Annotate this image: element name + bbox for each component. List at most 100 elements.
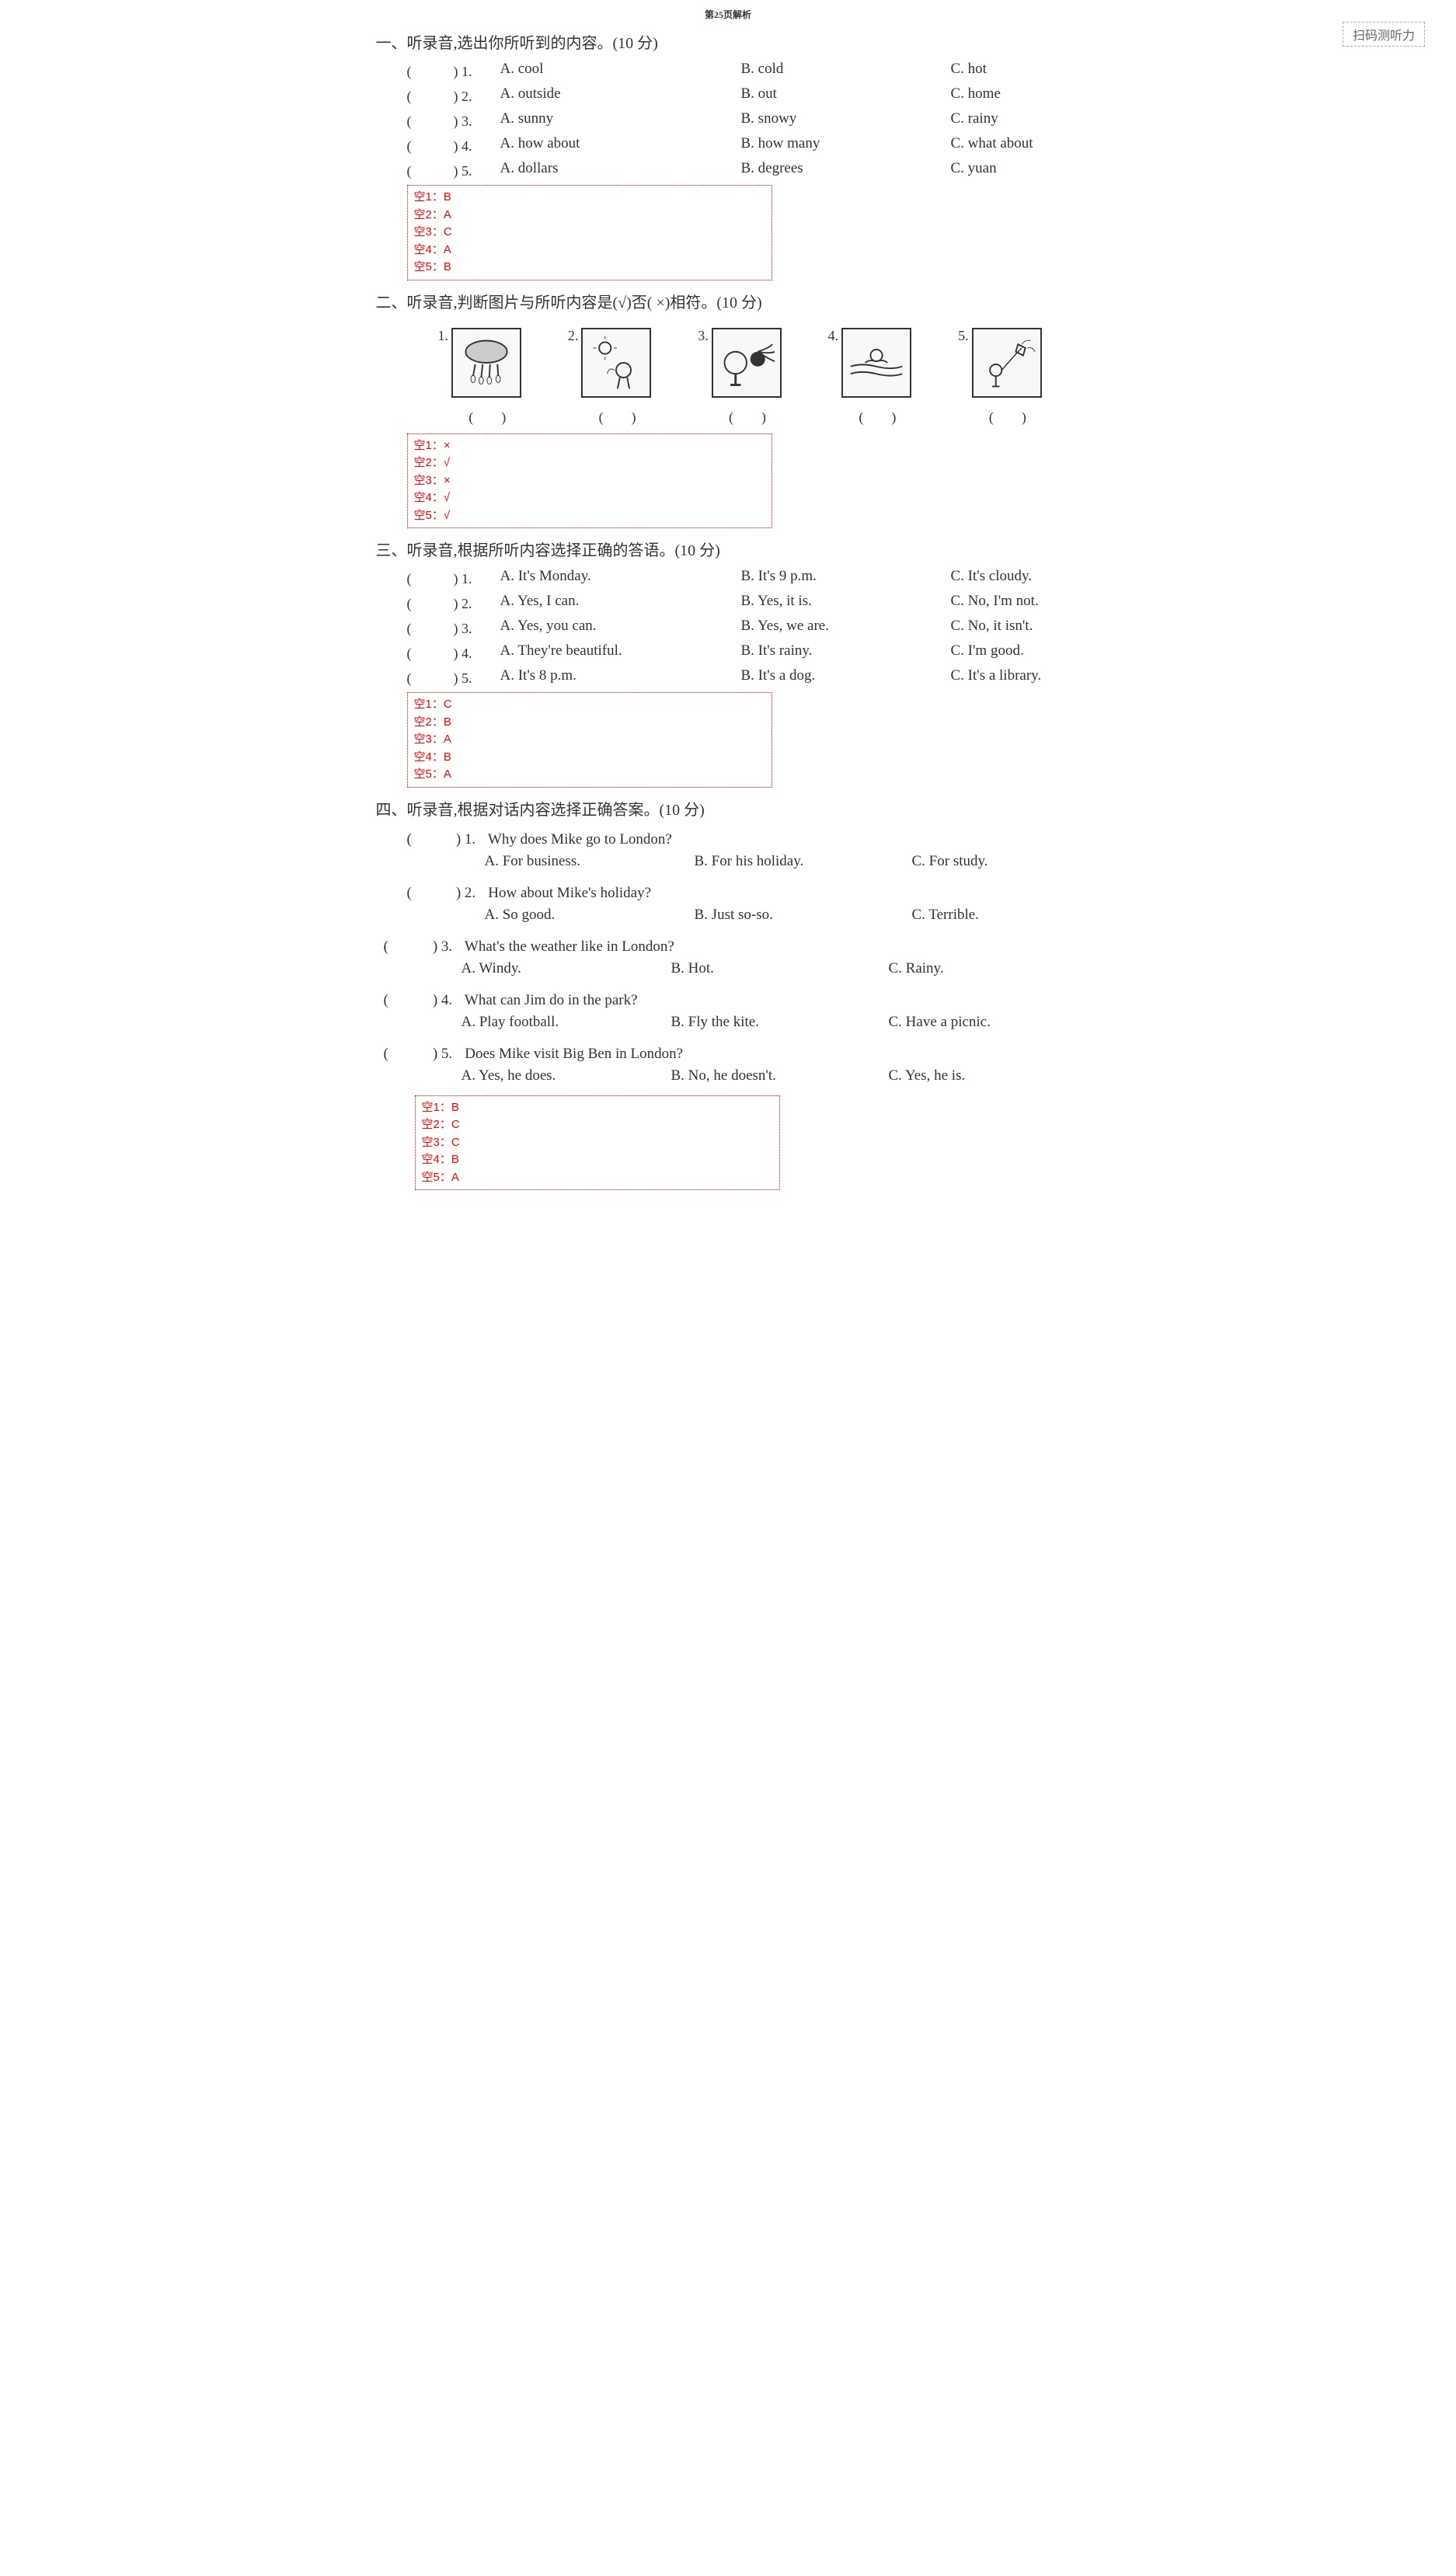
- answer-blank[interactable]: ( ) 5.: [407, 667, 500, 688]
- option-b: B. Yes, we are.: [741, 618, 951, 638]
- option-c: C. No, I'm not.: [951, 593, 1081, 613]
- question-text: ( ) 5. Does Mike visit Big Ben in London…: [384, 1042, 1081, 1063]
- image-placeholder-icon: [712, 328, 782, 398]
- answer-line: 空1：C: [414, 696, 765, 714]
- image-item: 1.: [415, 328, 545, 398]
- question-text: ( ) 1. Why does Mike go to London?: [407, 827, 1081, 848]
- answer-blank[interactable]: ( ) 3.: [407, 618, 500, 638]
- option-b: B. It's 9 p.m.: [741, 568, 951, 588]
- question-row: ( ) 4. A. They're beautiful. B. It's rai…: [376, 642, 1081, 663]
- question-block: ( ) 4. What can Jim do in the park? A. P…: [380, 988, 1081, 1031]
- answer-blank[interactable]: ( ) 1.: [407, 61, 500, 81]
- option-a: A. sunny: [500, 110, 741, 131]
- section1-questions: ( ) 1. A. cool B. cold C. hot ( ) 2. A. …: [376, 61, 1081, 180]
- answer-blank[interactable]: ( ) 4.: [384, 988, 462, 1009]
- answer-blank[interactable]: ( ) 2.: [407, 881, 485, 902]
- option-b: B. Hot.: [671, 960, 889, 977]
- answer-line: 空2：√: [414, 454, 765, 472]
- answer-blank[interactable]: ( ) 4.: [407, 135, 500, 155]
- answer-line: 空3：C: [414, 224, 765, 242]
- option-c: C. For study.: [912, 853, 1081, 870]
- answer-line: 空3：C: [422, 1134, 773, 1152]
- answer-blank[interactable]: ( ) 4.: [407, 642, 500, 663]
- answer-line: 空5：B: [414, 259, 765, 277]
- option-b: B. degrees: [741, 160, 951, 180]
- option-b: B. how many: [741, 135, 951, 155]
- question-options: A. So good. B. Just so-so. C. Terrible.: [485, 907, 1081, 924]
- image-placeholder-icon: [451, 328, 521, 398]
- question-text: ( ) 3. What's the weather like in London…: [384, 935, 1081, 956]
- answer-blank[interactable]: ( ) 1.: [407, 568, 500, 588]
- section4-title: 四、听录音,根据对话内容选择正确答案。(10 分): [376, 797, 1081, 820]
- section2-images: 1. 2. 3. 4.5.: [376, 320, 1081, 402]
- section2-title: 二、听录音,判断图片与所听内容是(√)否( ×)相符。(10 分): [376, 290, 1081, 312]
- question-stem: What's the weather like in London?: [465, 938, 674, 955]
- section2-parens: ( ) ( ) ( ) ( ) ( ): [376, 402, 1081, 430]
- question-stem: What can Jim do in the park?: [465, 992, 638, 1008]
- answer-line: 空1：×: [414, 437, 765, 455]
- scan-qr-hint: 扫码测听力: [1343, 22, 1425, 47]
- question-text: ( ) 4. What can Jim do in the park?: [384, 988, 1081, 1009]
- option-c: C. yuan: [951, 160, 1081, 180]
- option-a: A. It's Monday.: [500, 568, 741, 588]
- option-a: A. Yes, he does.: [462, 1067, 671, 1084]
- answer-line: 空5：√: [414, 507, 765, 525]
- img-paren: ( ): [674, 406, 804, 426]
- section3-answers: 空1：C空2：B空3：A空4：B空5：A: [407, 692, 772, 788]
- question-block: ( ) 1. Why does Mike go to London? A. Fo…: [376, 827, 1081, 870]
- option-b: B. For his holiday.: [695, 853, 912, 870]
- page-header: 第25页解析: [376, 8, 1081, 21]
- answer-blank[interactable]: ( ) 2.: [407, 85, 500, 106]
- answer-blank[interactable]: ( ) 3.: [407, 110, 500, 131]
- section1-title: 一、听录音,选出你所听到的内容。(10 分): [376, 30, 1081, 53]
- option-c: C. Rainy.: [889, 960, 1081, 977]
- option-a: A. Yes, I can.: [500, 593, 741, 613]
- question-options: A. Windy. B. Hot. C. Rainy.: [462, 960, 1081, 977]
- question-stem: How about Mike's holiday?: [488, 885, 651, 901]
- question-options: A. Play football. B. Fly the kite. C. Ha…: [462, 1014, 1081, 1031]
- option-a: A. It's 8 p.m.: [500, 667, 741, 688]
- option-c: C. No, it isn't.: [951, 618, 1081, 638]
- question-block: ( ) 3. What's the weather like in London…: [380, 935, 1081, 977]
- option-a: A. cool: [500, 61, 741, 81]
- option-a: A. For business.: [485, 853, 695, 870]
- image-item: 5.: [935, 328, 1064, 398]
- option-c: C. home: [951, 85, 1081, 106]
- answer-line: 空1：B: [422, 1099, 773, 1117]
- question-row: ( ) 1. A. It's Monday. B. It's 9 p.m. C.…: [376, 568, 1081, 588]
- answer-line: 空4：B: [422, 1151, 773, 1169]
- answer-blank[interactable]: ( ) 5.: [407, 160, 500, 180]
- image-num: 2.: [568, 328, 579, 344]
- question-options: A. Yes, he does. B. No, he doesn't. C. Y…: [462, 1067, 1081, 1084]
- question-text: ( ) 2. How about Mike's holiday?: [407, 881, 1081, 902]
- image-placeholder-icon: [841, 328, 911, 398]
- option-a: A. how about: [500, 135, 741, 155]
- answer-line: 空4：B: [414, 749, 765, 767]
- section4-questions: ( ) 1. Why does Mike go to London? A. Fo…: [376, 827, 1081, 1084]
- question-row: ( ) 3. A. Yes, you can. B. Yes, we are. …: [376, 618, 1081, 638]
- img-paren: ( ): [545, 406, 674, 426]
- option-c: C. what about: [951, 135, 1081, 155]
- section1-answers: 空1：B空2：A空3：C空4：A空5：B: [407, 185, 772, 280]
- answer-blank[interactable]: ( ) 1.: [407, 827, 485, 848]
- option-c: C. Terrible.: [912, 907, 1081, 924]
- option-b: B. out: [741, 85, 951, 106]
- image-num: 3.: [698, 328, 709, 344]
- image-item: 4.: [805, 328, 935, 398]
- option-c: C. Have a picnic.: [889, 1014, 1081, 1031]
- option-b: B. Yes, it is.: [741, 593, 951, 613]
- answer-blank[interactable]: ( ) 2.: [407, 593, 500, 613]
- option-b: B. cold: [741, 61, 951, 81]
- question-options: A. For business. B. For his holiday. C. …: [485, 853, 1081, 870]
- img-paren: ( ): [805, 406, 935, 426]
- option-a: A. outside: [500, 85, 741, 106]
- question-stem: Why does Mike go to London?: [488, 831, 672, 848]
- question-row: ( ) 1. A. cool B. cold C. hot: [376, 61, 1081, 81]
- answer-line: 空5：A: [414, 766, 765, 784]
- option-c: C. hot: [951, 61, 1081, 81]
- answer-line: 空2：C: [422, 1116, 773, 1134]
- answer-blank[interactable]: ( ) 5.: [384, 1042, 462, 1063]
- option-b: B. snowy: [741, 110, 951, 131]
- answer-blank[interactable]: ( ) 3.: [384, 935, 462, 956]
- section3-title: 三、听录音,根据所听内容选择正确的答语。(10 分): [376, 538, 1081, 560]
